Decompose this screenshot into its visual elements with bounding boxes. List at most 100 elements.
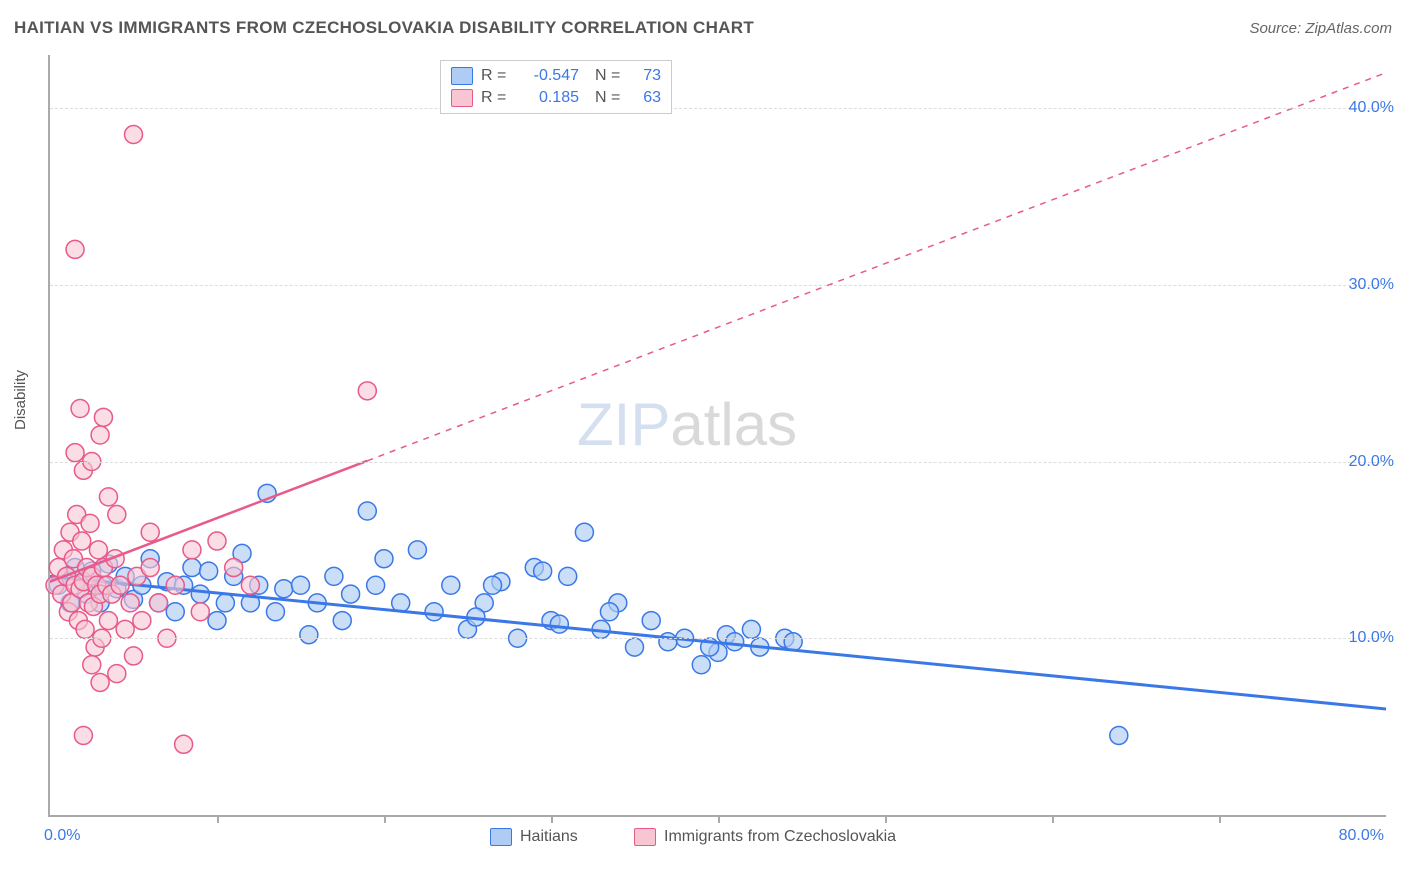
- regression-line-dashed: [367, 73, 1386, 461]
- y-tick-label: 40.0%: [1349, 99, 1394, 117]
- stat-r-label: R =: [481, 65, 509, 87]
- scatter-point: [121, 594, 139, 612]
- scatter-point: [73, 532, 91, 550]
- scatter-point: [89, 541, 107, 559]
- legend-label: Haitians: [520, 828, 578, 846]
- y-axis-label: Disability: [12, 370, 29, 430]
- chart-title: HAITIAN VS IMMIGRANTS FROM CZECHOSLOVAKI…: [14, 18, 754, 37]
- scatter-point: [742, 620, 760, 638]
- x-tick-label: 0.0%: [44, 827, 80, 845]
- scatter-point: [66, 240, 84, 258]
- scatter-point: [442, 576, 460, 594]
- scatter-point: [692, 656, 710, 674]
- y-tick-label: 20.0%: [1349, 453, 1394, 471]
- scatter-point: [333, 612, 351, 630]
- x-tick: [718, 815, 720, 823]
- y-tick-label: 30.0%: [1349, 276, 1394, 294]
- stat-r-value: 0.185: [517, 87, 579, 109]
- scatter-point: [76, 620, 94, 638]
- scatter-point: [94, 408, 112, 426]
- gridline-h: [50, 285, 1386, 286]
- x-tick: [1219, 815, 1221, 823]
- scatter-point: [99, 488, 117, 506]
- chart-canvas: [50, 55, 1386, 815]
- scatter-point: [550, 615, 568, 633]
- scatter-point: [91, 426, 109, 444]
- scatter-point: [275, 580, 293, 598]
- scatter-point: [325, 567, 343, 585]
- scatter-point: [125, 126, 143, 144]
- correlation-stats-box: R = -0.547 N = 73R = 0.185 N = 63: [440, 60, 672, 114]
- scatter-point: [191, 603, 209, 621]
- stat-n-label: N =: [595, 87, 623, 109]
- scatter-point: [108, 665, 126, 683]
- scatter-point: [111, 576, 129, 594]
- scatter-point: [116, 620, 134, 638]
- scatter-point: [183, 559, 201, 577]
- scatter-point: [208, 532, 226, 550]
- scatter-point: [241, 576, 259, 594]
- gridline-h: [50, 638, 1386, 639]
- scatter-point: [358, 382, 376, 400]
- scatter-point: [150, 594, 168, 612]
- scatter-point: [66, 444, 84, 462]
- scatter-point: [225, 559, 243, 577]
- legend-label: Immigrants from Czechoslovakia: [664, 828, 896, 846]
- series-swatch: [451, 89, 473, 107]
- scatter-point: [141, 523, 159, 541]
- scatter-point: [266, 603, 284, 621]
- scatter-point: [642, 612, 660, 630]
- scatter-point: [484, 576, 502, 594]
- stat-n-value: 63: [631, 87, 661, 109]
- scatter-point: [342, 585, 360, 603]
- scatter-point: [175, 735, 193, 753]
- scatter-point: [83, 656, 101, 674]
- scatter-point: [74, 726, 92, 744]
- scatter-point: [726, 633, 744, 651]
- plot-area: ZIPatlas: [48, 55, 1386, 817]
- scatter-point: [425, 603, 443, 621]
- scatter-point: [125, 647, 143, 665]
- scatter-point: [191, 585, 209, 603]
- scatter-point: [81, 514, 99, 532]
- x-tick-label: 80.0%: [1339, 827, 1384, 845]
- stat-row: R =0.185N =63: [451, 87, 661, 109]
- stat-r-value: -0.547: [517, 65, 579, 87]
- scatter-point: [166, 603, 184, 621]
- scatter-point: [300, 626, 318, 644]
- scatter-point: [358, 502, 376, 520]
- legend-swatch: [634, 828, 656, 846]
- regression-line: [50, 576, 1386, 709]
- scatter-point: [408, 541, 426, 559]
- scatter-point: [659, 633, 677, 651]
- scatter-point: [292, 576, 310, 594]
- x-tick: [1052, 815, 1054, 823]
- scatter-point: [559, 567, 577, 585]
- scatter-point: [91, 673, 109, 691]
- x-tick: [384, 815, 386, 823]
- scatter-point: [534, 562, 552, 580]
- scatter-point: [600, 603, 618, 621]
- stat-row: R = -0.547 N = 73: [451, 65, 661, 87]
- scatter-point: [108, 506, 126, 524]
- x-tick: [217, 815, 219, 823]
- stat-n-value: 73: [631, 65, 661, 87]
- stat-n-label: N =: [595, 65, 623, 87]
- x-tick: [551, 815, 553, 823]
- scatter-point: [141, 559, 159, 577]
- scatter-point: [208, 612, 226, 630]
- scatter-point: [216, 594, 234, 612]
- legend-swatch: [490, 828, 512, 846]
- scatter-point: [99, 612, 117, 630]
- series-swatch: [451, 67, 473, 85]
- scatter-point: [183, 541, 201, 559]
- scatter-point: [166, 576, 184, 594]
- scatter-point: [626, 638, 644, 656]
- scatter-point: [367, 576, 385, 594]
- gridline-h: [50, 462, 1386, 463]
- gridline-h: [50, 108, 1386, 109]
- legend-item: Immigrants from Czechoslovakia: [634, 828, 896, 846]
- y-tick-label: 10.0%: [1349, 629, 1394, 647]
- legend-item: Haitians: [490, 828, 578, 846]
- source-attribution: Source: ZipAtlas.com: [1249, 20, 1392, 37]
